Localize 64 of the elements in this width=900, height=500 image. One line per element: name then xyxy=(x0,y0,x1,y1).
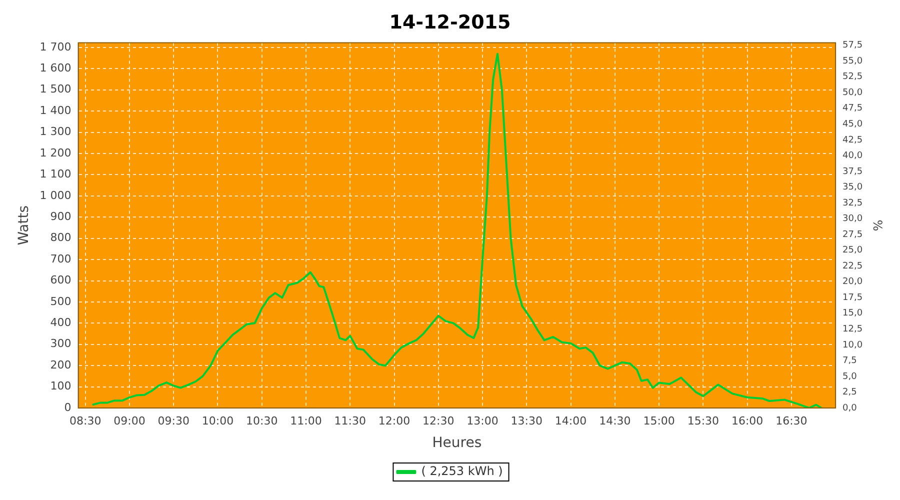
y-axis-title: Watts xyxy=(16,205,32,246)
y-tick-label: 0 xyxy=(64,400,72,414)
y2-tick-label: 32,5 xyxy=(842,198,863,208)
x-tick-label: 13:30 xyxy=(510,414,543,428)
y-tick-label: 400 xyxy=(50,316,72,330)
y-tick-label: 1 500 xyxy=(40,82,72,96)
x-tick-label: 11:30 xyxy=(334,414,366,428)
y2-tick-label: 52,5 xyxy=(842,72,863,82)
y-tick-label: 1 400 xyxy=(40,104,72,117)
y2-tick-label: 30,0 xyxy=(842,214,863,224)
y2-tick-label: 25,0 xyxy=(842,246,863,256)
y2-tick-label: 50,0 xyxy=(842,88,863,98)
y2-tick-label: 57,5 xyxy=(842,40,863,51)
y2-tick-label: 42,5 xyxy=(842,135,863,146)
x-tick-label: 14:00 xyxy=(554,414,587,428)
y2-tick-label: 2,5 xyxy=(842,388,857,398)
y-tick-label: 300 xyxy=(50,337,72,350)
y-tick-label: 1 100 xyxy=(40,168,72,181)
x-tick-label: 08:30 xyxy=(70,414,102,428)
y2-tick-label: 20,0 xyxy=(842,277,863,288)
x-tick-label: 16:30 xyxy=(776,414,808,428)
y-tick-label: 500 xyxy=(50,294,72,308)
y2-tick-label: 40,0 xyxy=(842,151,863,162)
y2-tick-label: 45,0 xyxy=(842,120,863,130)
y-tick-label: 600 xyxy=(50,274,72,287)
x-tick-label: 13:00 xyxy=(466,414,498,428)
x-tick-label: 09:30 xyxy=(158,414,190,428)
y2-tick-label: 17,5 xyxy=(842,292,863,303)
y-tick-label: 1 300 xyxy=(40,125,72,138)
y2-tick-label: 12,5 xyxy=(842,324,863,334)
x-tick-label: 11:00 xyxy=(290,414,322,428)
y-tick-label: 800 xyxy=(50,231,72,244)
x-tick-label: 12:00 xyxy=(378,414,410,428)
y2-tick-label: 5,0 xyxy=(842,372,858,382)
legend-label: ( 2,253 kWh ) xyxy=(421,464,503,478)
chart-title: 14-12-2015 xyxy=(389,11,511,34)
x-tick-label: 15:00 xyxy=(643,414,675,428)
x-tick-label: 15:30 xyxy=(687,414,720,428)
y-tick-label: 700 xyxy=(50,252,72,266)
y2-tick-label: 7,5 xyxy=(842,356,857,366)
x-tick-label: 10:00 xyxy=(202,414,234,428)
y2-tick-label: 37,5 xyxy=(842,166,863,177)
y2-tick-label: 0,0 xyxy=(842,403,858,414)
y2-tick-label: 35,0 xyxy=(842,182,863,193)
y2-tick-label: 27,5 xyxy=(842,230,863,240)
y2-tick-label: 55,0 xyxy=(842,56,863,66)
y-tick-label: 200 xyxy=(50,358,72,372)
y-tick-label: 1 000 xyxy=(40,188,72,202)
y-tick-label: 900 xyxy=(50,210,72,223)
y2-tick-label: 47,5 xyxy=(842,104,863,114)
x-tick-label: 09:00 xyxy=(114,414,146,428)
x-tick-label: 12:30 xyxy=(422,414,454,428)
y2-tick-label: 15,0 xyxy=(842,308,863,319)
x-tick-label: 16:00 xyxy=(731,414,764,428)
y2-tick-label: 22,5 xyxy=(842,261,863,272)
x-tick-label: 10:30 xyxy=(246,414,278,428)
x-tick-label: 14:30 xyxy=(599,414,631,428)
y-tick-label: 1 200 xyxy=(40,146,72,160)
y2-axis-title: % xyxy=(870,220,885,232)
y-tick-label: 100 xyxy=(50,380,72,393)
y-tick-label: 1 600 xyxy=(40,62,72,75)
y-tick-label: 1 700 xyxy=(40,40,72,54)
y2-tick-label: 10,0 xyxy=(842,340,863,350)
x-axis-title: Heures xyxy=(432,435,482,452)
